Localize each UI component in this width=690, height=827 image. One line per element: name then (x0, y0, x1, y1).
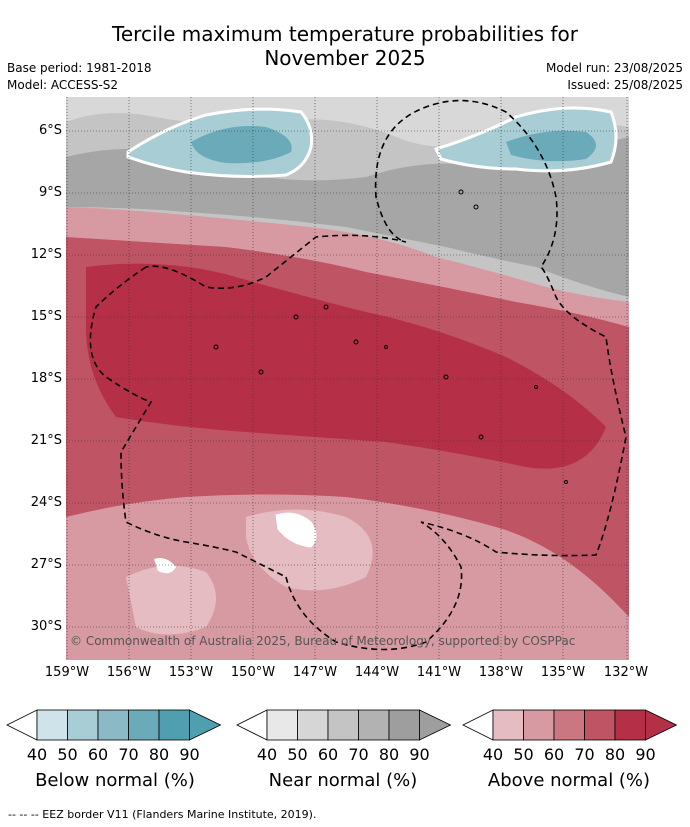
lat-label: 18°S (30, 371, 62, 386)
colorbar-segment (67, 709, 99, 741)
colorbar-above-segments (462, 709, 678, 741)
colorbar-near (236, 709, 452, 741)
colorbar-segment (523, 709, 555, 741)
above-normal-pale-south (126, 565, 216, 635)
lon-label: 150°W (230, 665, 276, 680)
colorbar-tick-label: 80 (604, 745, 626, 764)
colorbar-tick-label: 70 (574, 745, 595, 764)
colorbar-segment (327, 709, 359, 741)
copyright-notice: © Commonwealth of Australia 2025, Bureau… (70, 634, 576, 648)
colorbar-tick-label: 50 (513, 745, 534, 764)
near-normal-region-dark (66, 137, 629, 297)
colorbar-segment (358, 709, 390, 741)
lon-label: 132°W (603, 665, 649, 680)
colorbar-tick-label: 40 (256, 745, 278, 764)
lon-label: 138°W (478, 665, 524, 680)
colorbar-tick-label: 80 (378, 745, 400, 764)
colorbar-segment (388, 709, 420, 741)
colorbar-segment (266, 709, 298, 741)
colorbar-tick-label: 80 (148, 745, 170, 764)
below-normal-core-east (506, 130, 596, 162)
colorbar-segment (158, 709, 190, 741)
colorbar-tick-label: 40 (482, 745, 504, 764)
lat-label: 21°S (30, 433, 62, 448)
colorbar-segment (297, 709, 329, 741)
colorbar-tick-label: 70 (348, 745, 369, 764)
meta-left: Base period: 1981-2018 Model: ACCESS-S2 (7, 60, 152, 94)
colorbar-tick-label: 90 (409, 745, 430, 764)
lon-label: 156°W (106, 665, 152, 680)
lat-label: 27°S (30, 557, 62, 572)
colorbar-segment (614, 709, 646, 741)
colorbar-tick-label: 40 (26, 745, 48, 764)
probability-map (66, 97, 629, 660)
colorbar-extend-high (189, 709, 222, 741)
lon-label: 135°W (540, 665, 586, 680)
map-title: Tercile maximum temperature probabilitie… (0, 22, 690, 70)
colorbar-near-segments (236, 709, 452, 741)
legend-title-above: Above normal (%) (487, 770, 651, 791)
map-gridlines (66, 97, 629, 660)
colorbar-below-segments (6, 709, 222, 741)
colorbar-tick-label: 50 (287, 745, 308, 764)
lon-label: 153°W (168, 665, 214, 680)
legend-title-below: Below normal (%) (35, 770, 195, 791)
colorbar-segment (492, 709, 524, 741)
eez-border-cook-islands (89, 266, 287, 578)
base-period: Base period: 1981-2018 (7, 61, 152, 75)
legend-title-near: Near normal (%) (268, 770, 418, 791)
model-run: Model run: 23/08/2025 (545, 61, 683, 75)
lon-label: 159°W (44, 665, 90, 680)
colorbar-extend-low (462, 709, 494, 741)
colorbar-extend-low (6, 709, 38, 741)
colorbar-tick-label: 60 (543, 745, 565, 764)
colorbar-extend-high (419, 709, 452, 741)
lat-label: 24°S (30, 495, 62, 510)
white-patch (275, 512, 317, 548)
model-name: Model: ACCESS-S2 (7, 78, 119, 92)
lat-label: 9°S (38, 185, 62, 200)
colorbar-segment (128, 709, 160, 741)
below-normal-core-west (191, 126, 292, 164)
eez-border-french-polynesia (145, 99, 627, 651)
meta-right: Model run: 23/08/2025 Issued: 25/08/2025 (546, 60, 683, 94)
colorbar-tick-label: 90 (635, 745, 656, 764)
map-title-line2: November 2025 (264, 46, 426, 70)
colorbar-tick-label: 70 (118, 745, 139, 764)
lat-label: 12°S (30, 247, 62, 262)
colorbar-extend-high (645, 709, 678, 741)
colorbar-segment (584, 709, 616, 741)
above-normal-region-core (86, 263, 606, 469)
eez-footnote: -- -- -- EEZ border V11 (Flanders Marine… (8, 808, 317, 821)
colorbar-below (6, 709, 222, 741)
lat-label: 6°S (38, 123, 62, 138)
colorbar-segment (97, 709, 129, 741)
lat-label: 15°S (30, 309, 62, 324)
white-patch-small (154, 558, 176, 574)
lon-label: 141°W (416, 665, 462, 680)
colorbar-tick-label: 90 (179, 745, 200, 764)
colorbar-extend-low (236, 709, 268, 741)
islands (213, 189, 568, 484)
colorbar-segment (553, 709, 585, 741)
above-normal-region-pale (246, 509, 373, 591)
colorbar-segment (36, 709, 68, 741)
colorbar-above (462, 709, 678, 741)
lon-label: 147°W (292, 665, 338, 680)
colorbar-tick-label: 60 (87, 745, 109, 764)
lat-label: 30°S (30, 619, 62, 634)
colorbar-tick-label: 60 (317, 745, 339, 764)
map-title-line1: Tercile maximum temperature probabilitie… (112, 22, 578, 46)
colorbar-tick-label: 50 (57, 745, 78, 764)
issued-date: Issued: 25/08/2025 (567, 78, 683, 92)
lon-label: 144°W (354, 665, 400, 680)
